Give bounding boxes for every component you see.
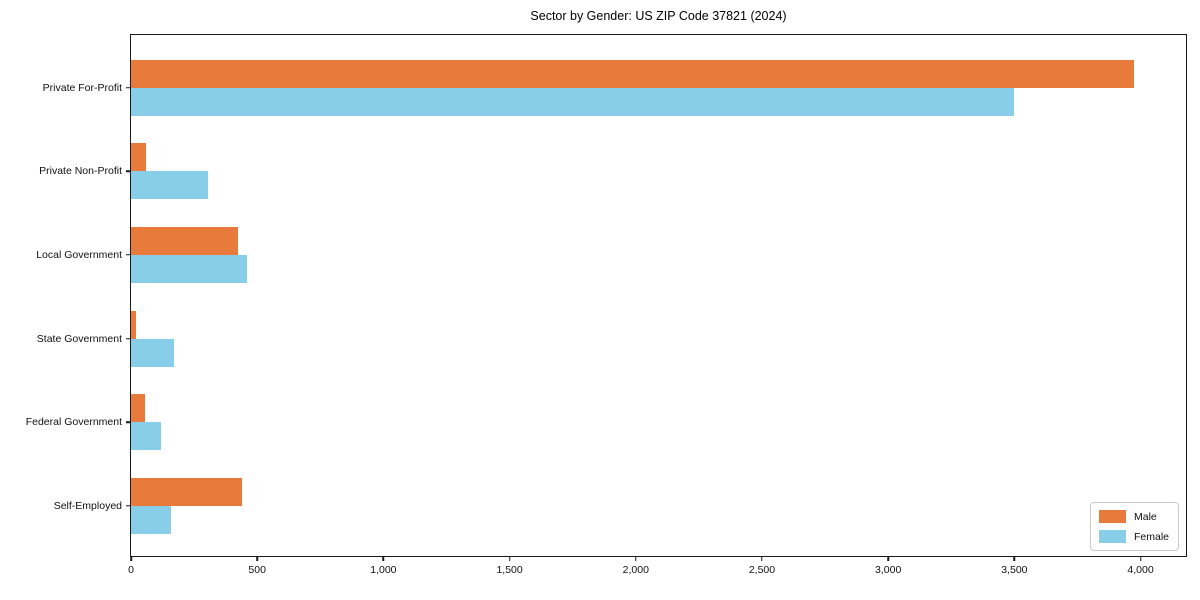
legend-label-female: Female: [1133, 530, 1169, 543]
bar-female-local-government: [131, 254, 248, 283]
x-tick-mark: [887, 556, 889, 561]
y-tick-label: Federal Government: [25, 416, 122, 429]
x-tick-label: 1,500: [496, 564, 523, 576]
y-tick-mark: [126, 86, 131, 89]
y-tick-label: State Government: [36, 332, 122, 345]
x-tick-label: 1,000: [370, 564, 397, 576]
bar-female-state-government: [131, 338, 174, 367]
female-swatch-icon: [1098, 530, 1126, 543]
x-tick-mark: [1139, 556, 1142, 561]
y-tick-label: Private Non-Profit: [39, 165, 122, 178]
bar-female-self-employed: [131, 505, 172, 534]
bar-male-local-government: [131, 226, 239, 255]
y-tick-mark: [126, 254, 131, 256]
legend-label-male: Male: [1133, 510, 1157, 523]
y-tick-label: Self-Employed: [53, 499, 122, 512]
x-tick-mark: [635, 556, 637, 561]
y-tick-mark: [126, 170, 131, 173]
x-tick-mark: [1013, 556, 1016, 561]
male-swatch-icon: [1098, 510, 1126, 523]
bar-female-private-for-profit: [131, 87, 1015, 116]
x-tick-label: 2,500: [748, 564, 776, 576]
x-tick-label: 500: [248, 564, 266, 576]
bar-male-state-government: [131, 310, 136, 339]
legend: Male Female: [1089, 502, 1179, 551]
bar-male-private-for-profit: [131, 59, 1135, 88]
y-tick-label: Private For-Profit: [42, 81, 122, 94]
x-tick-label: 0: [128, 564, 134, 576]
legend-entry-female: Female: [1098, 530, 1169, 543]
legend-entry-male: Male: [1098, 510, 1169, 523]
y-tick-mark: [126, 505, 131, 507]
chart-title: Sector by Gender: US ZIP Code 37821 (202…: [530, 9, 787, 23]
x-tick-mark: [130, 556, 132, 561]
x-tick-mark: [256, 556, 258, 561]
plot-area: Private For-Profit Private Non-Profit Loca…: [26, 34, 1187, 576]
bar-female-federal-government: [131, 422, 162, 451]
y-tick-mark: [126, 421, 131, 424]
bar-male-self-employed: [131, 477, 243, 506]
y-tick-label: Local Government: [36, 248, 122, 261]
x-tick-mark: [508, 556, 511, 561]
x-tick-mark: [382, 556, 385, 561]
x-tick-label: 3,000: [875, 564, 902, 576]
bar-male-federal-government: [131, 394, 145, 423]
bar-female-private-non-profit: [131, 171, 208, 200]
bar-male-private-non-profit: [131, 143, 147, 172]
x-tick-label: 2,000: [622, 564, 649, 576]
y-tick-mark: [126, 337, 131, 340]
x-tick-label: 3,500: [1001, 564, 1028, 576]
x-tick-label: 4,000: [1127, 564, 1154, 576]
x-tick-mark: [761, 556, 763, 561]
